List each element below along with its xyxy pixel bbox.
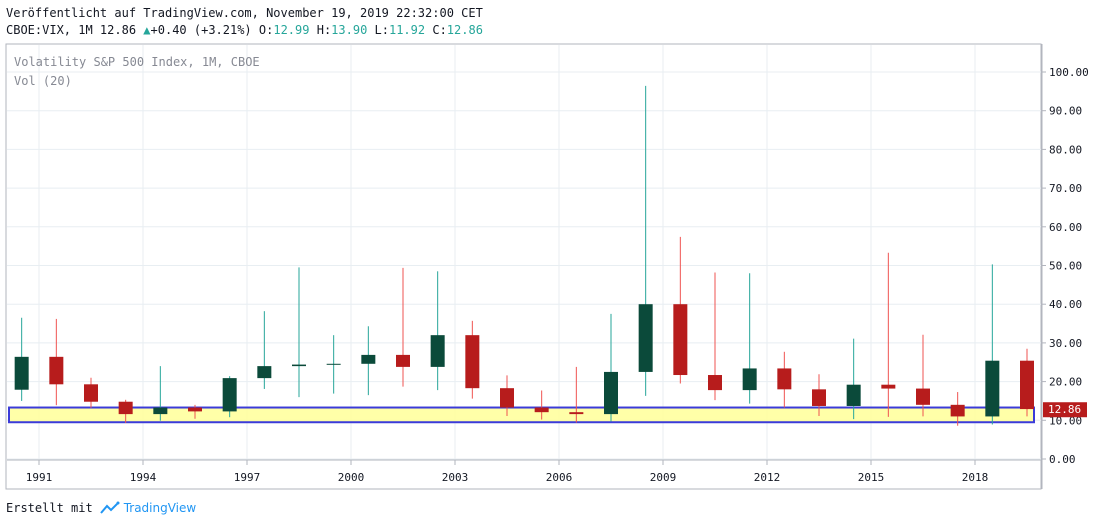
candle-body bbox=[916, 388, 930, 405]
price-tick-label: 10.00 bbox=[1049, 414, 1082, 427]
price-tick-label: 20.00 bbox=[1049, 376, 1082, 389]
candle-body bbox=[188, 407, 202, 412]
candle-body bbox=[257, 366, 272, 379]
candle-body bbox=[118, 401, 133, 415]
candle-body bbox=[534, 407, 549, 413]
tradingview-brand[interactable]: TradingView bbox=[99, 501, 197, 515]
candle-body bbox=[742, 368, 757, 391]
candle-body bbox=[153, 407, 168, 415]
candle-body bbox=[638, 304, 653, 372]
brand-label: TradingView bbox=[123, 501, 197, 515]
open-label: O: bbox=[258, 23, 274, 37]
made-with-label: Erstellt mit bbox=[6, 501, 93, 515]
candle-body bbox=[673, 304, 688, 376]
open-value: 12.99 bbox=[273, 23, 310, 37]
candle-body bbox=[985, 360, 1000, 417]
candle-body bbox=[1020, 360, 1034, 410]
grid-lines bbox=[7, 45, 1041, 460]
time-tick-label: 2003 bbox=[442, 471, 469, 484]
candle-body bbox=[430, 335, 445, 367]
candle-body bbox=[84, 384, 98, 402]
time-tick-label: 2000 bbox=[338, 471, 365, 484]
highlight-band bbox=[8, 406, 1035, 424]
candle-body bbox=[465, 335, 480, 389]
candle-body bbox=[396, 354, 410, 367]
candle-body bbox=[14, 356, 29, 390]
tradingview-logo-icon bbox=[99, 501, 120, 514]
time-tick-label: 2012 bbox=[754, 471, 781, 484]
time-tick-label: 1991 bbox=[26, 471, 53, 484]
candle-body bbox=[292, 364, 306, 367]
price-tick-label: 80.00 bbox=[1049, 143, 1082, 156]
symbol-info: CBOE:VIX, 1M 12.86 bbox=[6, 23, 137, 37]
price-tick-label: 0.00 bbox=[1049, 453, 1076, 466]
candle-body bbox=[881, 384, 896, 389]
time-tick-label: 2018 bbox=[962, 471, 989, 484]
time-tick-label: 1997 bbox=[234, 471, 261, 484]
time-tick-label: 2006 bbox=[546, 471, 573, 484]
candle-body bbox=[777, 368, 792, 390]
published-info: Veröffentlicht auf TradingView.com, Nove… bbox=[6, 6, 483, 20]
candle-body bbox=[846, 384, 861, 406]
low-label: L: bbox=[374, 23, 389, 37]
price-tick-label: 70.00 bbox=[1049, 182, 1082, 195]
price-tick-label: 30.00 bbox=[1049, 337, 1082, 350]
candle-body bbox=[222, 378, 237, 412]
footer: Erstellt mit TradingView bbox=[6, 501, 196, 515]
price-axis: 100.00 90.00 80.00 70.00 60.00 50.00 40.00 30.0… bbox=[1042, 66, 1089, 466]
candle-body bbox=[361, 354, 376, 364]
candles-group bbox=[14, 85, 1034, 426]
time-tick-label: 2015 bbox=[858, 471, 885, 484]
candle-body bbox=[326, 363, 341, 365]
candle-body bbox=[500, 388, 514, 408]
candle-body bbox=[708, 375, 722, 391]
last-price-label: 12.86 bbox=[1048, 403, 1081, 416]
change-value: +0.40 (+3.21%) bbox=[150, 23, 252, 37]
price-tick-label: 100.00 bbox=[1049, 66, 1089, 79]
candle-body bbox=[569, 412, 584, 415]
series-title: Volatility S&P 500 Index, 1M, CBOE bbox=[14, 55, 260, 69]
low-value: 11.92 bbox=[388, 23, 426, 37]
time-tick-label: 1994 bbox=[130, 471, 157, 484]
candle-body bbox=[604, 371, 618, 415]
last-price-tag-bg bbox=[1043, 402, 1087, 418]
candle-body bbox=[49, 356, 64, 385]
candle-body bbox=[950, 404, 965, 417]
time-axis: 1991 1994 1997 2000 2003 2006 2009 2012 2015 2018 bbox=[7, 459, 1041, 484]
up-arrow-icon: ▲ bbox=[143, 23, 151, 37]
candle-body bbox=[812, 389, 826, 406]
close-value: 12.86 bbox=[446, 23, 483, 37]
price-tick-label: 60.00 bbox=[1049, 221, 1082, 234]
chart-frame bbox=[5, 43, 1042, 490]
high-value: 13.90 bbox=[331, 23, 368, 37]
last-price-tag: 12.86 bbox=[1043, 402, 1087, 418]
symbol-ohlc-line: CBOE:VIX, 1M 12.86 ▲+0.40 (+3.21%) O:12.… bbox=[6, 23, 483, 37]
close-label: C: bbox=[432, 23, 447, 37]
price-tick-label: 40.00 bbox=[1049, 298, 1082, 311]
indicator-label: Vol (20) bbox=[14, 74, 72, 88]
price-tick-label: 50.00 bbox=[1049, 260, 1082, 273]
price-tick-label: 90.00 bbox=[1049, 105, 1082, 118]
time-tick-label: 2009 bbox=[650, 471, 677, 484]
high-label: H: bbox=[316, 23, 332, 37]
